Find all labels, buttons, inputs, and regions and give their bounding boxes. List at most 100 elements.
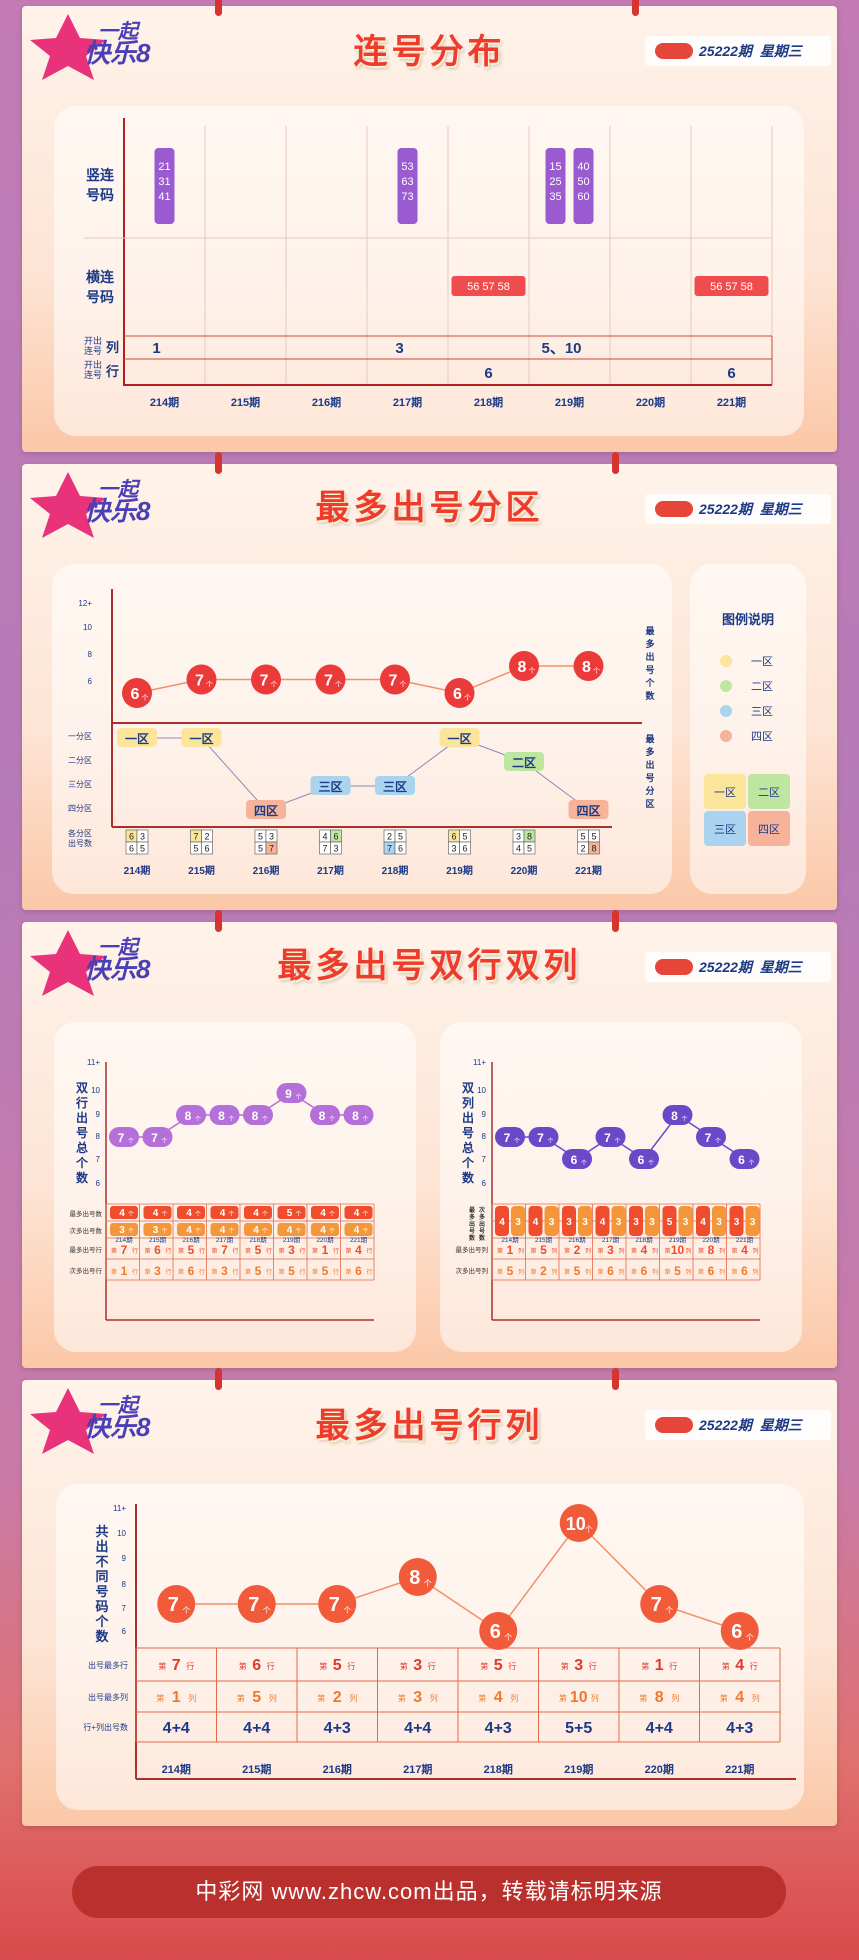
zone-grid-number: 3	[269, 832, 274, 842]
unit: 行	[132, 1247, 138, 1255]
zone-axis-label: 四分区	[68, 804, 92, 813]
svg-text:快乐8: 快乐8	[84, 954, 151, 984]
combo: 5+5	[565, 1720, 592, 1737]
unit: 行	[347, 1661, 355, 1671]
total-label: 7	[151, 1131, 158, 1145]
second-index: 5	[507, 1264, 514, 1278]
max-row: 5	[333, 1657, 342, 1674]
max-count: 4	[320, 1208, 326, 1219]
prefix: 第	[319, 1661, 327, 1671]
unit: 行	[750, 1661, 758, 1671]
second-count-chip	[110, 1223, 138, 1236]
total-label: 8	[185, 1109, 192, 1123]
max-index: 10	[671, 1243, 685, 1257]
prefix: 第	[480, 1661, 488, 1671]
count-unit: 个	[329, 1211, 335, 1218]
prefix: 第	[561, 1661, 569, 1671]
period-label: 215期	[535, 1236, 553, 1244]
period-label: 220期	[511, 864, 538, 877]
y-axis-label: 双行出号总个数	[75, 1081, 89, 1185]
second-count-chip	[277, 1223, 306, 1236]
unit: 列	[752, 1247, 758, 1255]
table-row-label: 最多出号数	[469, 1206, 476, 1242]
hang-hook	[612, 1368, 619, 1390]
zone-grid-cell	[136, 841, 149, 855]
max-index: 4	[355, 1243, 362, 1257]
max-col: 5	[252, 1689, 261, 1706]
unit: 行	[508, 1661, 516, 1671]
row-label-col: 连号	[84, 345, 102, 356]
period-label: 215期	[188, 864, 215, 877]
second-index: 5	[255, 1264, 262, 1278]
prefix: 第	[312, 1247, 318, 1255]
y-tick: 7	[96, 1155, 101, 1164]
car-icon	[655, 1417, 693, 1433]
chart-card: 11+ 10 9 8 7 6 共出不同号码个数 出号最多行 出号最多列 行+列出号数 7 个第 7 行第 1…	[56, 1484, 804, 1810]
total-marker	[495, 1127, 525, 1147]
period-label: 221期	[717, 395, 746, 409]
count-unit: 个	[335, 681, 342, 689]
total-marker	[243, 1105, 273, 1125]
total-marker	[479, 1612, 518, 1650]
zone-grid-number: 7	[322, 844, 327, 854]
count-unit: 个	[228, 1228, 234, 1235]
y-tick: 12+	[78, 599, 92, 608]
count-unit: 个	[362, 1211, 368, 1218]
chart-card-rows: 11+ 10 9 8 7 6 双行出号总个数 7 个 7 个 8 个 8 个 8 个 9 个 8 个 8 个最多出号数 次多出…	[54, 1022, 416, 1352]
issue-label: 25222期	[699, 1417, 752, 1433]
vertical-number: 35	[549, 191, 561, 203]
period-label: 220期	[645, 1762, 674, 1776]
svg-text:快乐8: 快乐8	[84, 38, 151, 68]
unit: 行	[299, 1247, 305, 1255]
zone-grid-number: 6	[129, 844, 134, 854]
logo: 一起 快乐8	[30, 14, 151, 80]
panel-double: 一起 快乐8 最多出号双行双列 25222期 星期三 11+ 10 9 8 7 6 双行出号…	[22, 910, 837, 1368]
total-unit: 个	[424, 1579, 432, 1588]
vertical-number: 53	[401, 161, 413, 173]
legend-title: 图例说明	[722, 612, 774, 627]
total-unit: 个	[504, 1633, 512, 1642]
chart-card-cols: 11+ 10 9 8 7 6 双列出号总个数 7 个 7 个 6 个 7 个 6 个 8 个 7 个 6 个最多出号数 次多出…	[440, 1022, 802, 1352]
section-title: 最多出号分区	[315, 488, 544, 528]
unit: 行	[299, 1268, 305, 1276]
prefix: 第	[178, 1268, 184, 1276]
total-label: 8	[319, 1109, 326, 1123]
max-count: 4	[700, 1217, 706, 1228]
prefix: 第	[400, 1661, 408, 1671]
max-index: 5	[540, 1243, 547, 1257]
y-tick: 10	[83, 623, 92, 632]
count-unit: 个	[295, 1228, 301, 1235]
max-index: 8	[708, 1243, 715, 1257]
zone-grid-number: 6	[451, 832, 456, 842]
zone-box	[568, 800, 609, 819]
second-count-chip	[177, 1223, 205, 1236]
prefix: 第	[398, 1693, 406, 1703]
hang-hook	[632, 0, 639, 16]
zone-label: 三区	[383, 780, 407, 794]
second-count-chip	[311, 1223, 339, 1236]
unit: 列	[685, 1247, 691, 1255]
count-unit: 个	[128, 1211, 134, 1218]
count-label: 7	[324, 673, 333, 690]
zone-box	[439, 728, 480, 747]
car-icon	[655, 43, 693, 59]
second-index: 3	[154, 1264, 161, 1278]
unit: 行	[232, 1247, 238, 1255]
panel-zone: 一起 快乐8 最多出号分区 25222期 星期三 12+ 10 8 6 最多出号个数 最多…	[22, 452, 837, 910]
total-label: 7	[248, 1594, 259, 1616]
y-tick: 7	[122, 1604, 127, 1613]
unit: 列	[510, 1693, 518, 1703]
period-label: 215期	[149, 1236, 167, 1244]
max-count: 4	[220, 1208, 226, 1219]
count-unit: 个	[195, 1211, 201, 1218]
total-marker	[629, 1149, 659, 1169]
period-label: 216期	[323, 1762, 352, 1776]
prefix: 第	[312, 1268, 318, 1276]
zone-grid-cell	[394, 841, 407, 855]
max-count: 3	[633, 1217, 639, 1228]
unit: 行	[199, 1268, 205, 1276]
zone-grid-number: 2	[204, 832, 209, 842]
y-tick: 8	[96, 1132, 101, 1141]
unit: 行	[589, 1661, 597, 1671]
